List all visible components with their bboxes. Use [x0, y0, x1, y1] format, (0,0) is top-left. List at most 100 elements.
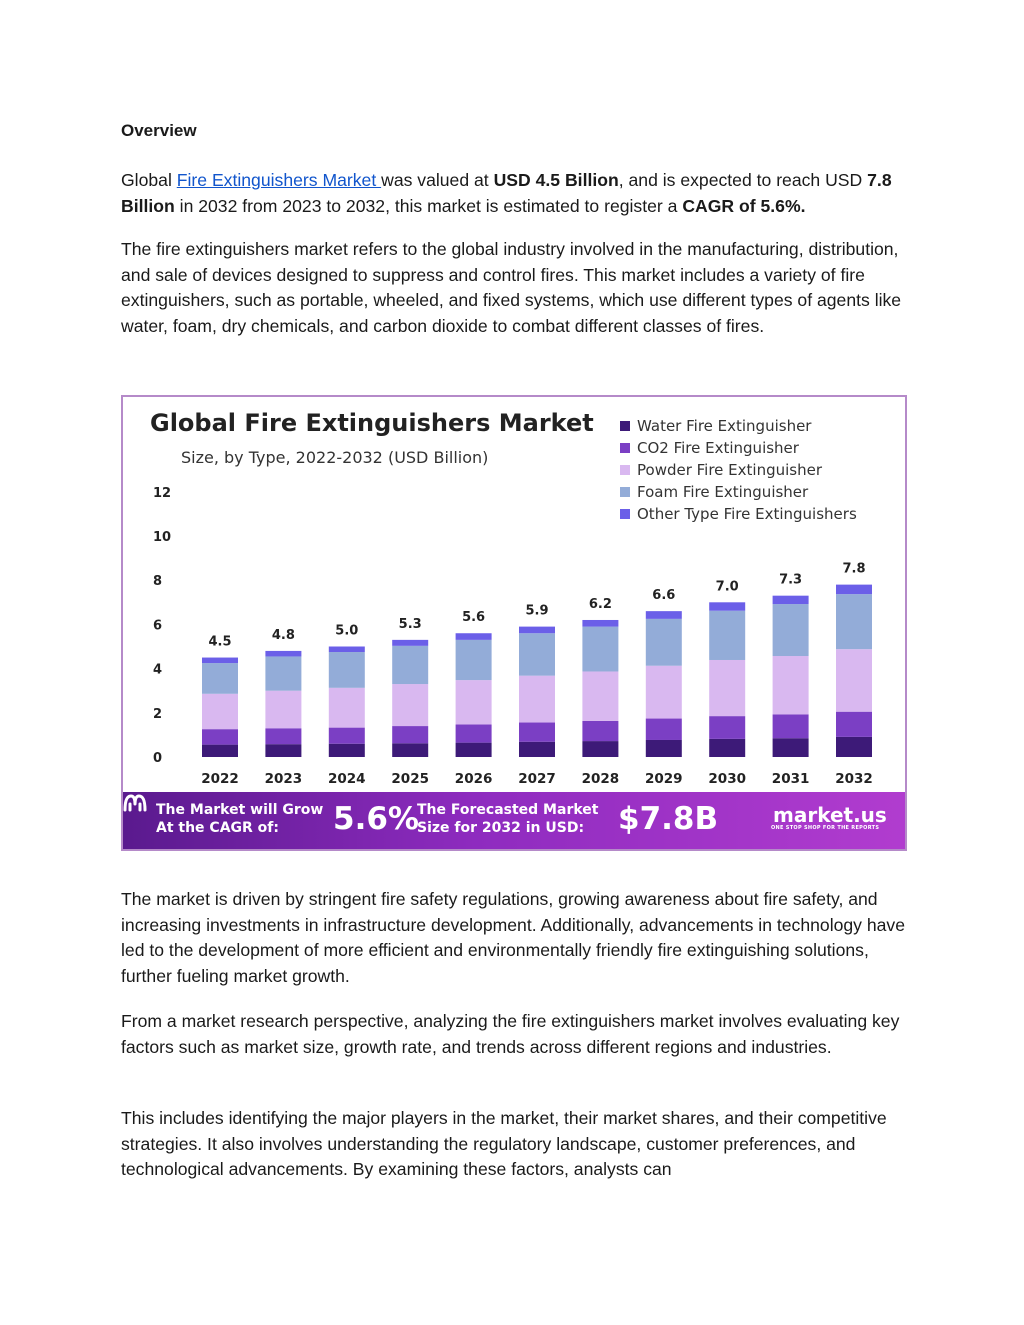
bar-segment	[836, 736, 872, 757]
bar-segment	[836, 711, 872, 737]
x-tick-label: 2031	[772, 771, 810, 787]
bar-total-label: 5.6	[462, 610, 485, 625]
bar-total-label: 6.2	[589, 597, 612, 612]
bar-segment	[645, 739, 682, 757]
bar-total-label: 5.0	[335, 624, 358, 639]
cagr-caption: The Market will Grow At the CAGR of:	[156, 802, 324, 836]
bar-segment	[202, 663, 238, 694]
bar-segment	[455, 724, 492, 743]
intro-paragraph: Global Fire Extinguishers Market was val…	[121, 168, 907, 219]
bar-segment	[582, 741, 619, 757]
bar-segment	[202, 729, 238, 745]
legend-swatch	[620, 421, 630, 431]
cagr-value: CAGR of 5.6%.	[682, 195, 806, 216]
bar-total-label: 6.6	[652, 588, 675, 603]
legend-label: Foam Fire Extinguisher	[637, 483, 809, 501]
bar-segment	[265, 656, 302, 691]
bar-segment	[265, 728, 302, 745]
brand-name: market.us	[773, 803, 887, 827]
bar-segment	[392, 743, 429, 757]
x-tick-label: 2026	[455, 771, 493, 787]
bar-segment	[772, 604, 809, 657]
stacked-bar-chart: Global Fire Extinguishers Market Size, b…	[150, 409, 873, 787]
legend-swatch	[620, 465, 630, 475]
bar-segment	[202, 693, 238, 730]
bar-total-label: 7.0	[716, 579, 739, 594]
bar-total-label: 7.3	[779, 573, 802, 588]
bar-segment	[265, 744, 302, 757]
definition-paragraph: The fire extinguishers market refers to …	[121, 239, 902, 336]
x-tick-label: 2028	[582, 771, 620, 787]
bar-segment	[328, 646, 365, 653]
bar-segment	[202, 744, 238, 757]
bar-segment	[709, 602, 746, 611]
bar-total-label: 5.9	[525, 604, 548, 619]
section-heading: Overview	[121, 121, 197, 140]
y-tick-label: 10	[153, 530, 171, 545]
bar-segment	[772, 714, 809, 739]
x-tick-label: 2027	[518, 771, 556, 787]
y-axis: 0 2 4 6 8 10 12	[153, 486, 171, 766]
bar-segment	[582, 720, 619, 742]
bar-segment	[328, 652, 365, 688]
bar-segment	[709, 610, 746, 660]
y-tick-label: 2	[153, 707, 162, 722]
bar-segment	[392, 639, 429, 646]
bar-segment	[519, 741, 555, 757]
bar-segment	[392, 645, 429, 685]
chart-subtitle: Size, by Type, 2022-2032 (USD Billion)	[181, 448, 488, 467]
summary-banner: The Market will Grow At the CAGR of: 5.6…	[123, 792, 905, 849]
market-infographic: Global Fire Extinguishers Market Size, b…	[121, 395, 907, 851]
bar-total-label: 5.3	[399, 617, 422, 632]
legend-label: Water Fire Extinguisher	[637, 417, 812, 435]
bar-segment	[836, 649, 872, 712]
legend-label: CO2 Fire Extinguisher	[637, 439, 800, 457]
y-tick-label: 6	[153, 618, 162, 633]
market-link[interactable]: Fire Extinguishers Market	[176, 170, 382, 190]
players-paragraph: This includes identifying the major play…	[121, 1108, 887, 1179]
bar-total-label: 7.8	[842, 562, 865, 577]
bar-segment	[392, 726, 429, 744]
bar-segment	[265, 650, 302, 657]
intro-text: was valued at	[381, 170, 494, 190]
x-tick-label: 2032	[835, 771, 873, 787]
bar-segment	[455, 633, 492, 640]
forecast-big-value: $7.8B	[618, 801, 719, 837]
x-tick-label: 2029	[645, 771, 683, 787]
legend: Water Fire Extinguisher CO2 Fire Extingui…	[620, 417, 857, 523]
value-2023: USD 4.5 Billion	[493, 170, 619, 190]
y-tick-label: 12	[153, 486, 171, 501]
bar-segment	[709, 738, 746, 757]
bar-segment	[519, 626, 555, 634]
intro-text: Global	[121, 170, 177, 190]
chart-title: Global Fire Extinguishers Market	[150, 409, 594, 437]
bar-segment	[645, 618, 682, 666]
value-2032: 7.8 Billion	[121, 170, 892, 216]
y-tick-label: 8	[153, 574, 162, 589]
legend-swatch	[620, 487, 630, 497]
bar-segment	[645, 665, 682, 719]
bar-segment	[455, 680, 492, 725]
bar-segment	[772, 738, 809, 757]
bar-segment	[836, 594, 872, 650]
x-tick-label: 2024	[328, 771, 366, 787]
y-tick-label: 4	[153, 663, 162, 678]
bar-segment	[265, 690, 302, 729]
bar-segment	[582, 671, 619, 721]
drivers-paragraph: The market is driven by stringent fire s…	[121, 889, 906, 986]
bar-segment	[709, 716, 746, 739]
market-us-logo-icon	[123, 794, 147, 812]
bar-segment	[772, 595, 809, 605]
x-tick-label: 2030	[708, 771, 746, 787]
y-tick-label: 0	[153, 751, 162, 766]
bar-segment	[772, 656, 809, 715]
bar-total-label: 4.5	[208, 635, 231, 650]
legend-label: Powder Fire Extinguisher	[637, 461, 823, 479]
bar-segment	[392, 684, 429, 727]
bar-segment	[645, 611, 682, 619]
bar-segment	[836, 584, 872, 595]
forecast-caption: The Forecasted Market Size for 2032 in U…	[417, 802, 599, 836]
bar-segment	[709, 659, 746, 717]
legend-swatch	[620, 443, 630, 453]
bar-segment	[455, 742, 492, 757]
